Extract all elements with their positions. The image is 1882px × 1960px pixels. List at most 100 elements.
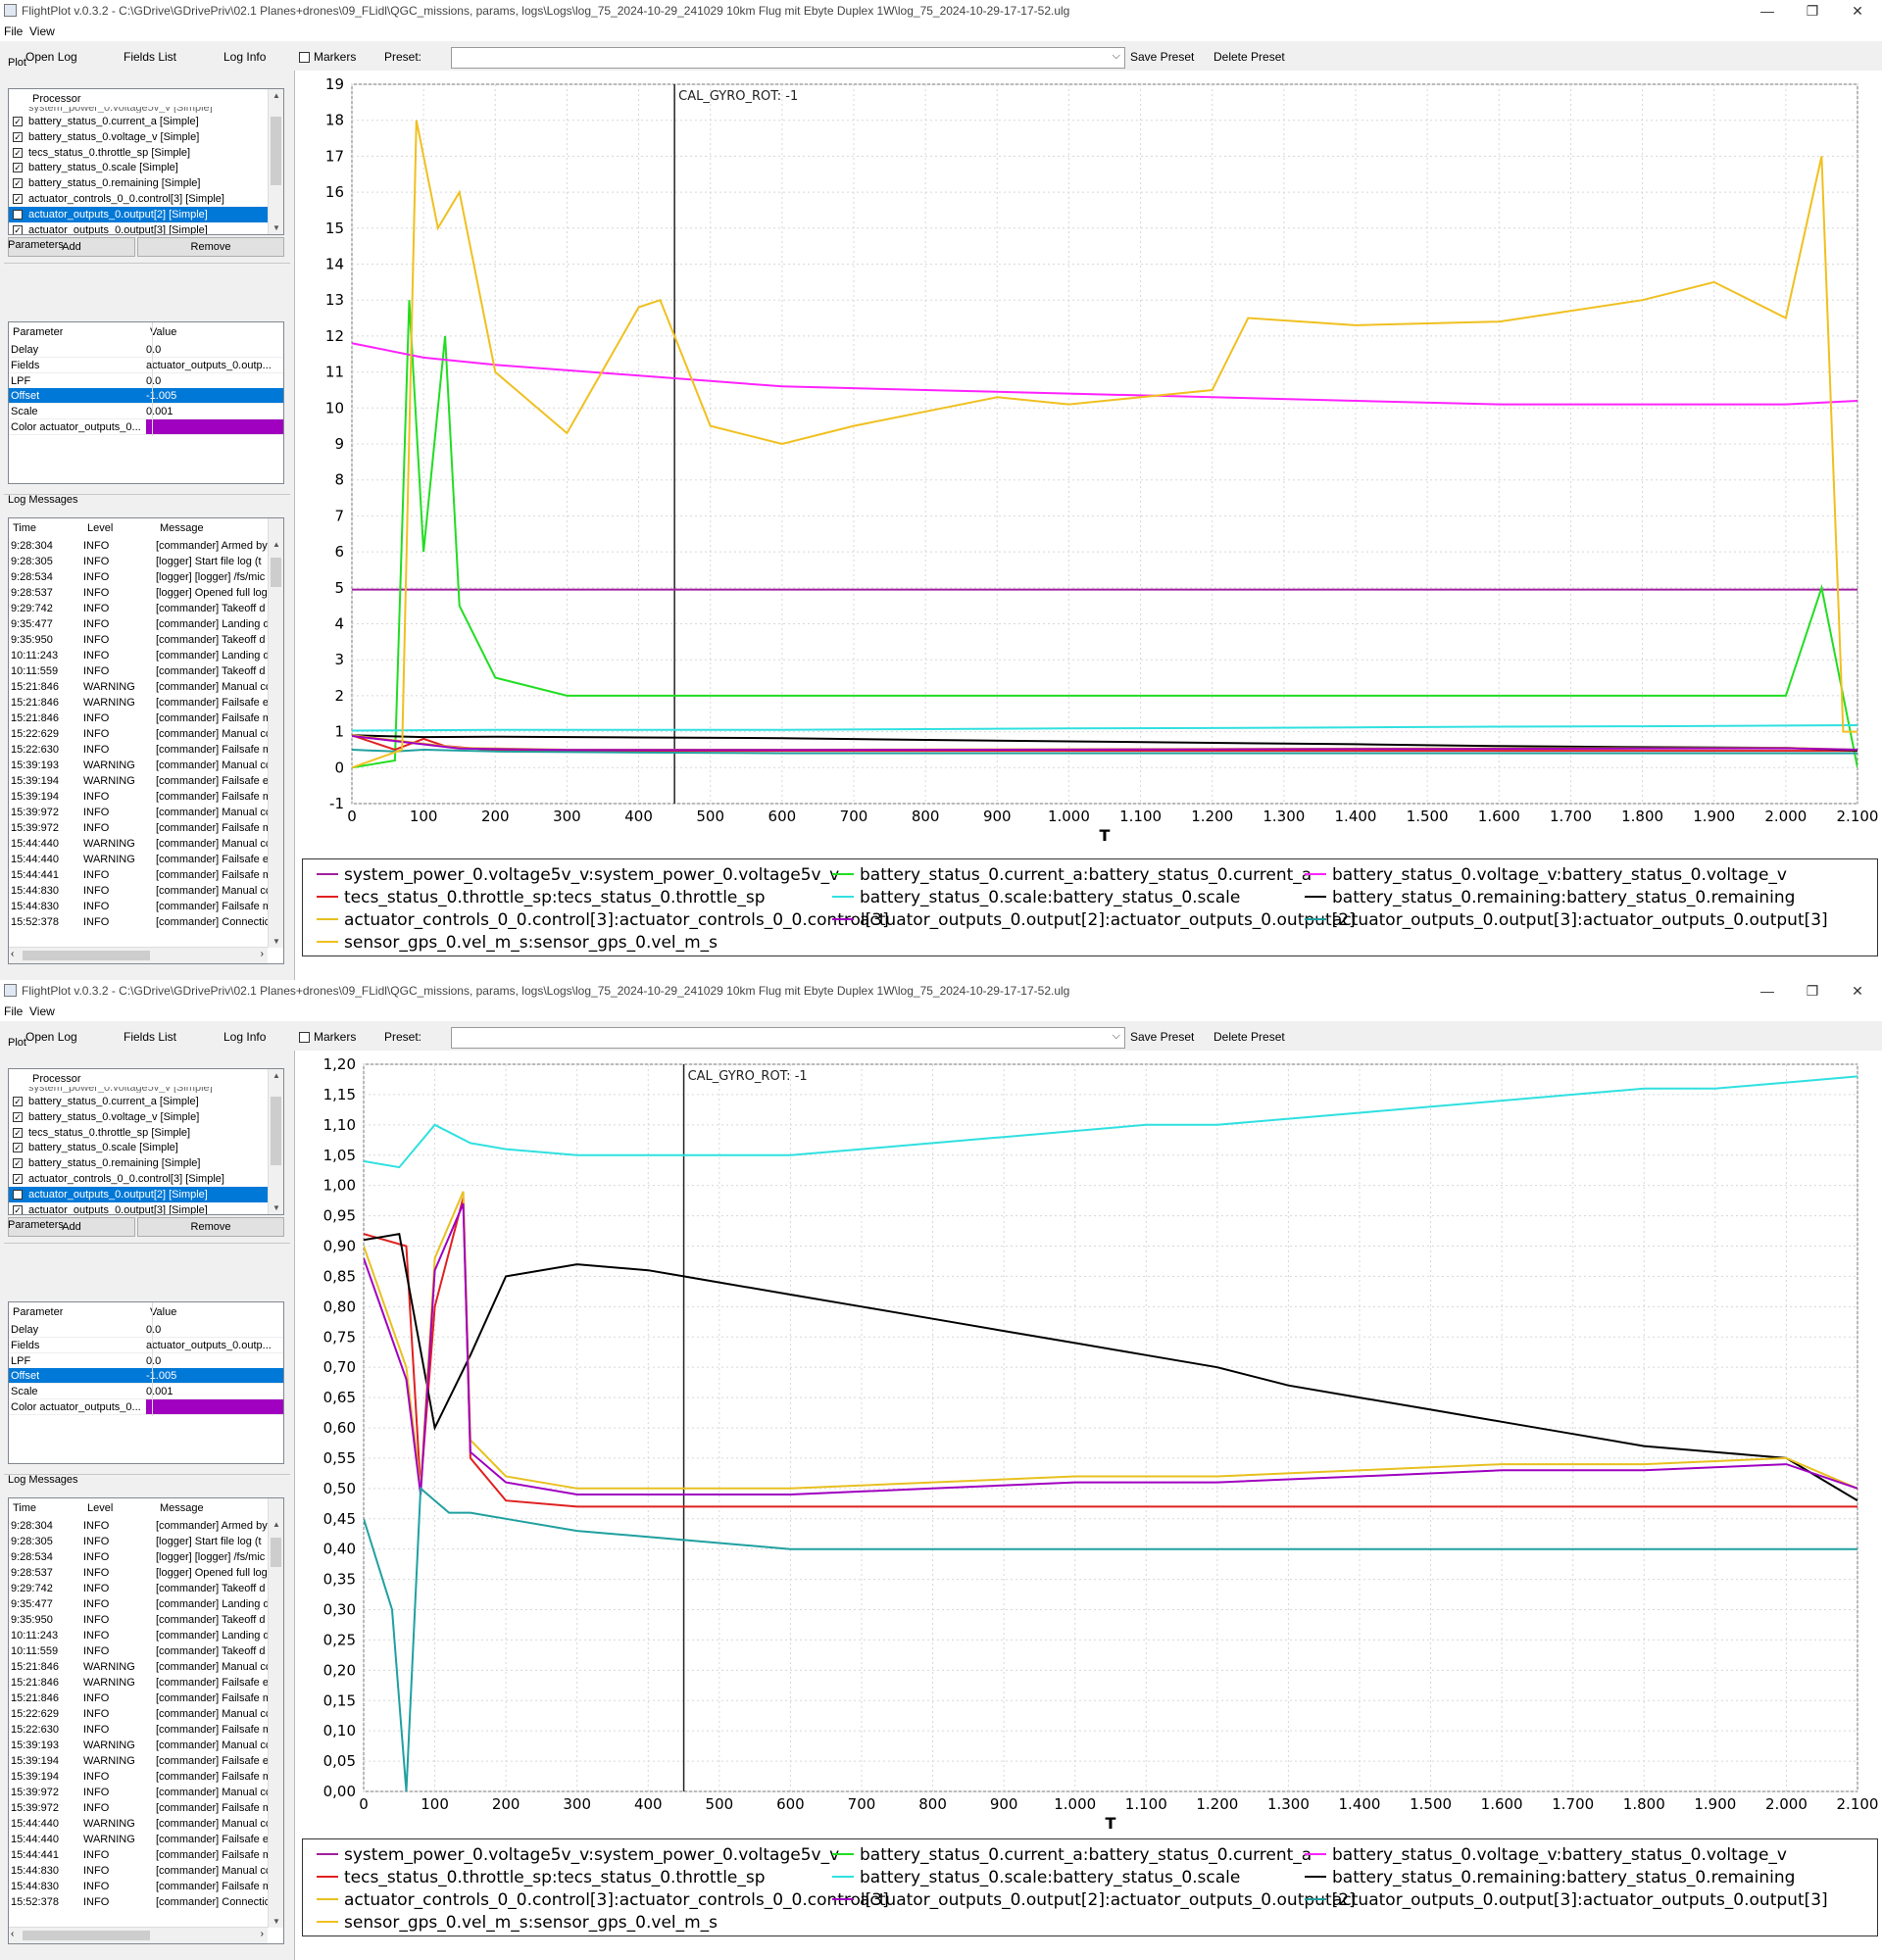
- legend-item[interactable]: battery_status_0.current_a:battery_statu…: [832, 865, 1312, 885]
- table-row[interactable]: 15:39:972 INFO [commander] Failsafe m: [9, 1800, 268, 1816]
- scroll-right-icon[interactable]: ›: [260, 949, 264, 959]
- table-row[interactable]: 9:28:534 INFO [logger] [logger] /fs/mic: [9, 569, 268, 585]
- table-row[interactable]: 15:44:440 WARNING [commander] Failsafe e: [9, 1832, 268, 1847]
- parameter-row[interactable]: Color actuator_outputs_0...: [9, 419, 283, 435]
- table-row[interactable]: 9:35:477 INFO [commander] Landing d: [9, 616, 268, 632]
- table-row[interactable]: 15:44:441 INFO [commander] Failsafe m: [9, 1847, 268, 1863]
- parameter-row[interactable]: Scale 0.001: [9, 404, 283, 420]
- scroll-thumb[interactable]: [271, 1097, 281, 1165]
- remove-button[interactable]: Remove: [137, 237, 284, 257]
- table-row[interactable]: 15:52:378 INFO [commander] Connectic: [9, 1894, 268, 1910]
- open-log-button[interactable]: Open Log: [25, 1030, 77, 1044]
- table-row[interactable]: 15:22:629 INFO [commander] Manual cc: [9, 1706, 268, 1722]
- list-item[interactable]: ✓ actuator_outputs_0.output[2] [Simple]: [9, 1186, 268, 1202]
- table-row[interactable]: 15:52:378 INFO [commander] Connectic: [9, 914, 268, 930]
- parameter-value[interactable]: [146, 419, 283, 434]
- table-row[interactable]: 9:29:742 INFO [commander] Takeoff d: [9, 601, 268, 616]
- scroll-thumb[interactable]: [23, 951, 150, 960]
- table-row[interactable]: 15:44:440 WARNING [commander] Manual cc: [9, 1816, 268, 1832]
- checkbox[interactable]: ✓: [13, 1158, 23, 1169]
- markers-checkbox[interactable]: Markers: [299, 1030, 356, 1044]
- legend-item[interactable]: actuator_outputs_0.output[2]:actuator_ou…: [832, 1890, 1356, 1910]
- checkbox[interactable]: ✓: [13, 1097, 23, 1106]
- table-row[interactable]: 15:39:193 WARNING [commander] Manual cc: [9, 1738, 268, 1753]
- table-row[interactable]: 15:22:630 INFO [commander] Failsafe m: [9, 1722, 268, 1738]
- table-row[interactable]: 10:11:559 INFO [commander] Takeoff d: [9, 663, 268, 679]
- table-row[interactable]: 9:28:537 INFO [logger] Opened full log: [9, 1565, 268, 1581]
- list-item[interactable]: ✓ battery_status_0.remaining [Simple]: [9, 1155, 268, 1171]
- legend-item[interactable]: actuator_controls_0_0.control[3]:actuato…: [317, 910, 889, 930]
- checkbox[interactable]: ✓: [13, 1127, 23, 1138]
- table-row[interactable]: 15:22:630 INFO [commander] Failsafe m: [9, 742, 268, 758]
- parameters-table[interactable]: Parameter Value Delay 0.0 Fields actuator_out…: [8, 1301, 284, 1464]
- scroll-thumb[interactable]: [271, 117, 281, 185]
- list-item[interactable]: ✓ battery_status_0.voltage_v [Simple]: [9, 129, 268, 145]
- parameter-value[interactable]: 0.0: [146, 1354, 162, 1367]
- parameter-row[interactable]: Fields actuator_outputs_0.outp...: [9, 358, 283, 373]
- scrollbar[interactable]: ▲ ▼: [268, 518, 283, 948]
- log-info-button[interactable]: Log Info: [223, 50, 267, 64]
- parameter-value[interactable]: -1.005: [146, 390, 177, 403]
- delete-preset-button[interactable]: Delete Preset: [1213, 50, 1285, 64]
- table-row[interactable]: 15:39:194 INFO [commander] Failsafe m: [9, 1769, 268, 1785]
- checkbox[interactable]: ✓: [13, 131, 23, 142]
- preset-dropdown[interactable]: ⌵: [451, 1027, 1125, 1049]
- log-messages-table[interactable]: Time Level Message 9:28:304 INFO [commander] …: [8, 1497, 284, 1944]
- parameter-value[interactable]: 0.001: [146, 406, 173, 418]
- scroll-up-icon[interactable]: ▲: [272, 1071, 280, 1080]
- list-item[interactable]: ✓ battery_status_0.scale [Simple]: [9, 1140, 268, 1155]
- parameter-value[interactable]: -1.005: [146, 1370, 177, 1383]
- parameter-row[interactable]: Delay 0.0: [9, 342, 283, 358]
- list-item[interactable]: ✓ actuator_outputs_0.output[2] [Simple]: [9, 206, 268, 222]
- list-item[interactable]: ✓ actuator_controls_0_0.control[3] [Simpl…: [9, 1171, 268, 1187]
- parameter-value[interactable]: 0.0: [146, 1324, 162, 1336]
- legend-item[interactable]: system_power_0.voltage5v_v:system_power_…: [317, 1845, 839, 1865]
- save-preset-button[interactable]: Save Preset: [1130, 1030, 1195, 1044]
- line-chart[interactable]: 0,00 0,05 0,10 0,15 0,20 0,25 0,30 0,35 0,40 0,45…: [295, 1051, 1882, 1960]
- parameter-value[interactable]: [146, 1399, 283, 1414]
- horizontal-scrollbar[interactable]: ‹ ›: [9, 1927, 268, 1943]
- parameter-row[interactable]: LPF 0.0: [9, 373, 283, 389]
- legend-item[interactable]: actuator_outputs_0.output[2]:actuator_ou…: [832, 910, 1356, 930]
- fields-list-button[interactable]: Fields List: [124, 50, 177, 64]
- parameter-value[interactable]: 0.001: [146, 1386, 173, 1398]
- table-row[interactable]: 15:21:846 WARNING [commander] Failsafe e: [9, 1675, 268, 1690]
- table-row[interactable]: 15:39:194 INFO [commander] Failsafe m: [9, 789, 268, 805]
- list-item[interactable]: ✓ battery_status_0.remaining [Simple]: [9, 175, 268, 191]
- scroll-down-icon[interactable]: ▼: [272, 1917, 280, 1926]
- preset-dropdown[interactable]: ⌵: [451, 47, 1125, 69]
- checkbox[interactable]: ✓: [13, 1204, 23, 1215]
- list-item[interactable]: ✓ tecs_status_0.throttle_sp [Simple]: [9, 145, 268, 161]
- scroll-left-icon[interactable]: ‹: [11, 949, 15, 959]
- table-row[interactable]: 15:44:440 WARNING [commander] Manual cc: [9, 836, 268, 852]
- checkbox[interactable]: ✓: [13, 224, 23, 235]
- markers-checkbox[interactable]: Markers: [299, 50, 356, 64]
- checkbox[interactable]: ✓: [13, 117, 23, 126]
- table-row[interactable]: 15:39:972 INFO [commander] Manual cc: [9, 805, 268, 820]
- checkbox[interactable]: ✓: [13, 209, 23, 220]
- table-row[interactable]: 10:11:243 INFO [commander] Landing d: [9, 648, 268, 663]
- scroll-thumb[interactable]: [271, 558, 281, 587]
- scroll-thumb[interactable]: [271, 1538, 281, 1567]
- list-item[interactable]: ✓ battery_status_0.voltage_v [Simple]: [9, 1109, 268, 1125]
- processor-list[interactable]: Processor system_power_0.voltage5v_v [Sim…: [8, 1068, 284, 1215]
- checkbox[interactable]: ✓: [13, 1111, 23, 1122]
- scrollbar[interactable]: ▲ ▼: [268, 1498, 283, 1928]
- log-messages-table[interactable]: Time Level Message 9:28:304 INFO [commander] …: [8, 517, 284, 964]
- checkbox[interactable]: ✓: [13, 147, 23, 158]
- parameter-row[interactable]: LPF 0.0: [9, 1353, 283, 1369]
- remove-button[interactable]: Remove: [137, 1217, 284, 1237]
- checkbox[interactable]: ✓: [13, 1189, 23, 1200]
- list-item[interactable]: ✓ actuator_outputs_0.output[3] [Simple]: [9, 1202, 268, 1215]
- table-row[interactable]: 9:28:305 INFO [logger] Start file log (t: [9, 1534, 268, 1549]
- table-row[interactable]: 10:11:243 INFO [commander] Landing d: [9, 1628, 268, 1643]
- legend-item[interactable]: sensor_gps_0.vel_m_s:sensor_gps_0.vel_m_…: [317, 933, 718, 953]
- parameters-table[interactable]: Parameter Value Delay 0.0 Fields actuator_out…: [8, 321, 284, 484]
- checkbox[interactable]: ✓: [13, 194, 23, 204]
- legend-item[interactable]: actuator_outputs_0.output[3]:actuator_ou…: [1305, 1890, 1828, 1910]
- scroll-up-icon[interactable]: ▲: [272, 91, 280, 100]
- scroll-up-icon[interactable]: ▲: [272, 540, 280, 549]
- table-row[interactable]: 15:39:194 WARNING [commander] Failsafe e: [9, 1753, 268, 1769]
- scroll-left-icon[interactable]: ‹: [11, 1929, 15, 1939]
